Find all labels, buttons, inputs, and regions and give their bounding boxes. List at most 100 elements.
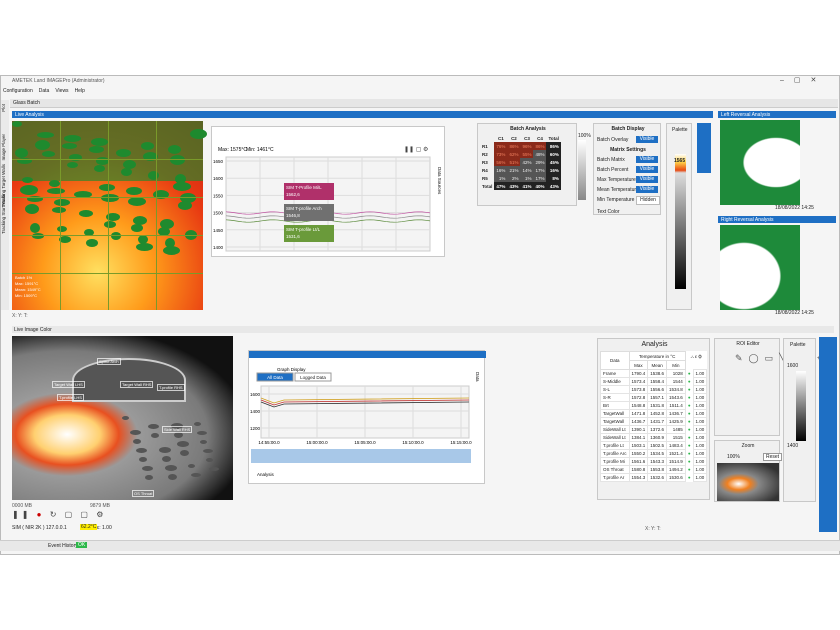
thermal-image: Spout Arch Target Wall LHS Target Wall RHS… xyxy=(12,336,233,500)
row: R1 76% 86% 96% 86% 86% xyxy=(480,142,561,150)
cell: 45% xyxy=(546,158,561,166)
cell: 1452.8 xyxy=(647,409,668,418)
status-dot: ● xyxy=(687,411,691,416)
mb-right: 9879 MB xyxy=(90,503,111,509)
status-dot: ● xyxy=(687,451,691,456)
setting-toggle[interactable]: Visible xyxy=(636,156,658,163)
row-label: Brt xyxy=(600,401,630,410)
cell: 1790.4 xyxy=(628,369,649,378)
event-history[interactable]: Event History xyxy=(48,543,78,549)
button[interactable] xyxy=(256,372,294,382)
column-header: C3 xyxy=(524,135,530,141)
batch-blob xyxy=(158,227,170,236)
batch-blob xyxy=(106,213,120,221)
overview xyxy=(251,449,471,463)
status-dot: ● xyxy=(687,395,691,400)
setting-toggle[interactable]: Visible xyxy=(636,136,658,143)
cell: 1.00 xyxy=(692,473,708,482)
row: TargetWall 1436.7 1431.7 1425.9 ● 1.00 xyxy=(600,417,708,426)
batch-blob xyxy=(136,243,153,251)
button[interactable] xyxy=(294,372,332,382)
callout-label: SIM T-profile Lt/L xyxy=(286,227,321,232)
row: SideWall Lt 1384.1 1360.9 1515 ● 1.00 xyxy=(600,433,708,442)
graph-panel: Max: 1575°C Min: 1461°C Data Sources 1650 16… xyxy=(211,126,445,257)
tab[interactable]: Glass Batch xyxy=(10,99,838,108)
cell: 1483.4 xyxy=(666,441,686,450)
row: R2 73% 62% 55% 48% 60% xyxy=(480,150,561,158)
row: S-Middle 1573.4 1558.4 1544 ● 1.00 xyxy=(600,377,708,386)
cell: 1514.9 xyxy=(666,457,686,466)
status-dot: ● xyxy=(687,387,691,392)
batch-blob xyxy=(209,467,219,471)
cell: 1515 xyxy=(666,433,686,442)
player-controls[interactable]: ❚❚ ● ↻ ▢ ▢ ⚙ xyxy=(12,510,107,519)
setting-label: Max Temperature xyxy=(597,177,636,183)
window-controls[interactable]: –▢✕ xyxy=(780,77,827,84)
cell: 62% xyxy=(507,150,521,158)
side-tab[interactable]: Plot xyxy=(1,104,6,112)
palette-panel: Palette 1565 xyxy=(666,123,692,310)
panel-header: Live Image Color xyxy=(12,326,834,333)
batch-blob xyxy=(99,184,115,191)
row: T.profile Mi 1561.6 1543.3 1514.9 ● 1.00 xyxy=(600,457,708,466)
setting-label: Batch Overlay xyxy=(597,137,629,143)
column-header: C1 xyxy=(498,135,504,141)
toolbar[interactable] xyxy=(819,337,837,532)
grid-line xyxy=(108,121,109,310)
batch-band xyxy=(12,121,203,181)
side-label: Data xyxy=(475,372,480,382)
graph-controls[interactable]: ❚❚ ▢ ⚙ xyxy=(404,146,428,153)
batch-blob xyxy=(104,221,116,228)
row-header: R4 xyxy=(482,167,488,173)
side-tab[interactable]: Tracking Start Walls xyxy=(1,194,6,234)
menu-item[interactable]: Configuration xyxy=(3,88,33,94)
row: R5 1% 2% 1% 17% 8% xyxy=(480,174,561,182)
row-label: S-L xyxy=(600,385,630,394)
menu-item[interactable]: Views xyxy=(55,88,69,94)
menu-item[interactable]: Data xyxy=(38,88,50,94)
row: R3 56% 51% 42% 29% 45% xyxy=(480,158,561,166)
roi-tools[interactable]: ✎◯▭╲◇✐⌖✥⚙ xyxy=(735,351,840,365)
row: Total 47% 43% 41% 40% 43% xyxy=(480,182,561,190)
callout xyxy=(284,204,334,221)
cell: 1.00 xyxy=(692,425,708,434)
batch-blob xyxy=(168,474,177,480)
setting-toggle[interactable]: Hidden xyxy=(636,196,660,205)
reset-button[interactable]: Reset xyxy=(763,453,783,461)
batch-table: C1 C2 C3 C4 Total R1 76% 86% 96% 86% 86% R2 73% 62% 55… xyxy=(480,134,561,190)
batch-blob xyxy=(128,197,146,206)
corner xyxy=(480,134,494,142)
setting-toggle[interactable]: Visible xyxy=(636,176,658,183)
side-tab[interactable]: Image Player xyxy=(1,134,6,161)
roi-label: Side Wall RHS xyxy=(162,426,193,433)
setting-toggle[interactable]: Visible xyxy=(636,166,658,173)
row-header: R1 xyxy=(482,143,488,149)
cell: 1372.6 xyxy=(647,425,668,434)
mb-left: 0000 MB xyxy=(12,503,33,509)
trend-line xyxy=(260,397,470,404)
menu-item[interactable]: Help xyxy=(74,88,85,94)
grid-line xyxy=(12,273,203,274)
x-tick-label: 14:55:00.0 xyxy=(258,440,280,445)
batch-blob xyxy=(165,465,177,471)
setting-label: Min Temperature xyxy=(597,197,635,203)
cell: 47% xyxy=(494,182,508,190)
trend-line xyxy=(260,399,470,406)
status-dot: ● xyxy=(687,435,691,440)
zoom-image xyxy=(717,463,779,501)
zoom-percent[interactable]: 100% xyxy=(727,454,740,460)
batch-blob xyxy=(27,196,43,202)
roi-label: Spout Arch xyxy=(97,358,121,365)
cell: 40% xyxy=(533,182,547,190)
grid-line xyxy=(60,121,61,310)
batch-blob xyxy=(84,229,94,236)
panel-title: Zoom xyxy=(741,443,755,449)
row: T.profile Ar 1554.3 1532.6 1530.6 ● 1.00 xyxy=(600,473,708,482)
palette-title: Palette xyxy=(790,342,806,348)
status-dot: ● xyxy=(687,403,691,408)
row: T.profile Arc 1550.2 1534.5 1521.4 ● 1.00 xyxy=(600,449,708,458)
setting-toggle[interactable]: Visible xyxy=(636,186,658,193)
row: Brt 1548.8 1531.8 1511.4 ● 1.00 xyxy=(600,401,708,410)
toolbar[interactable] xyxy=(697,123,711,173)
row-label: SideWall Lt xyxy=(600,425,630,434)
